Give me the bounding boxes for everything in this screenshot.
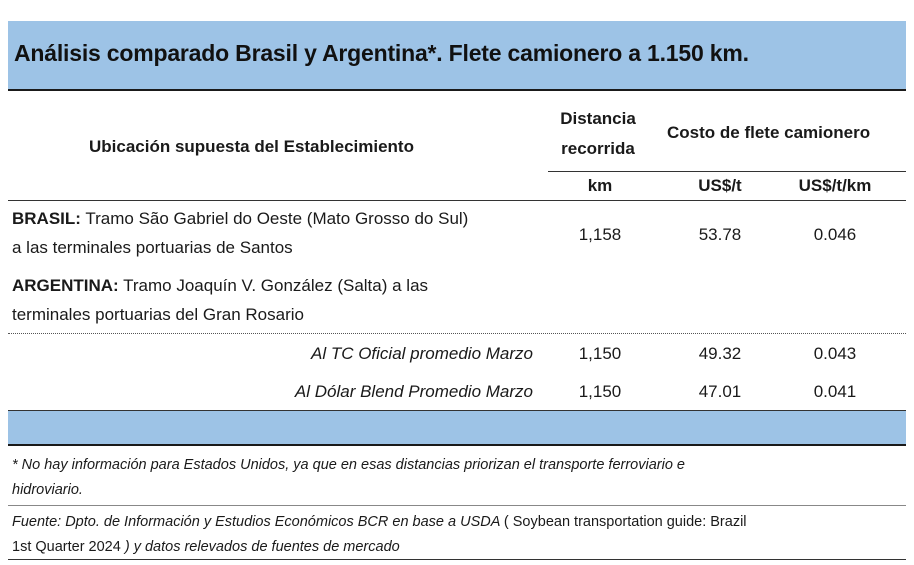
- source-line2-b: ) y datos relevados de fuentes de mercad…: [124, 539, 400, 555]
- bottom-rule: [8, 559, 906, 560]
- row-dolar-blend-usd-t: 47.01: [698, 382, 742, 401]
- row-brasil-usd-t: 53.78: [698, 225, 742, 244]
- row-argentina-line2: terminales portuarias del Gran Rosario: [12, 305, 304, 324]
- source-line1-a: Fuente: Dpto. de Información y Estudios …: [12, 514, 504, 530]
- header-unit-usd-t-km: US$/t/km: [798, 176, 872, 195]
- footer-band: [8, 410, 906, 446]
- header-distance-line2: recorrida: [561, 139, 635, 158]
- header-location: Ubicación supuesta del Establecimiento: [89, 137, 414, 156]
- source-line1-b: ( Soybean transportation guide: Brazil: [503, 514, 747, 530]
- source-line2: 1st Quarter 2024 ) y datos relevados de …: [12, 535, 400, 559]
- row-argentina-label: ARGENTINA:: [12, 276, 119, 295]
- row-tc-oficial-km: 1,150: [578, 344, 622, 363]
- dotted-divider: [8, 333, 906, 334]
- footnote-divider: [8, 505, 906, 506]
- header-unit-usd-t: US$/t: [698, 176, 742, 195]
- table-title: Análisis comparado Brasil y Argentina*. …: [14, 40, 749, 66]
- title-bar: Análisis comparado Brasil y Argentina*. …: [8, 21, 906, 91]
- header-bottom-rule: [8, 200, 906, 201]
- footnote-1-line2: hidroviario.: [12, 482, 83, 498]
- row-dolar-blend-usd-t-km: 0.041: [813, 382, 857, 401]
- row-brasil-text1: Tramo São Gabriel do Oeste (Mato Grosso …: [80, 209, 469, 228]
- row-brasil-line1: BRASIL: Tramo São Gabriel do Oeste (Mato…: [12, 209, 468, 229]
- row-tc-oficial-usd-t-km: 0.043: [813, 344, 857, 363]
- row-tc-oficial-label: Al TC Oficial promedio Marzo: [310, 344, 533, 363]
- row-argentina-line1: ARGENTINA: Tramo Joaquín V. González (Sa…: [12, 276, 428, 296]
- source-line2-a: 1st Quarter 2024: [12, 539, 125, 555]
- footnote-1-line1: * No hay información para Estados Unidos…: [12, 457, 685, 473]
- row-brasil-label: BRASIL:: [12, 209, 81, 228]
- row-brasil-km: 1,158: [578, 225, 622, 244]
- row-brasil-usd-t-km: 0.046: [813, 225, 857, 244]
- row-tc-oficial-usd-t: 49.32: [698, 344, 742, 363]
- header-cost: Costo de flete camionero: [667, 123, 871, 142]
- row-brasil-line2: a las terminales portuarias de Santos: [12, 238, 293, 257]
- header-unit-km: km: [587, 176, 613, 195]
- row-dolar-blend-label: Al Dólar Blend Promedio Marzo: [294, 382, 533, 401]
- source-line1: Fuente: Dpto. de Información y Estudios …: [12, 510, 747, 534]
- row-argentina-text1: Tramo Joaquín V. González (Salta) a las: [118, 276, 429, 295]
- header-distance-line1: Distancia: [560, 109, 636, 128]
- row-dolar-blend-km: 1,150: [578, 382, 622, 401]
- header-divider: [548, 171, 906, 172]
